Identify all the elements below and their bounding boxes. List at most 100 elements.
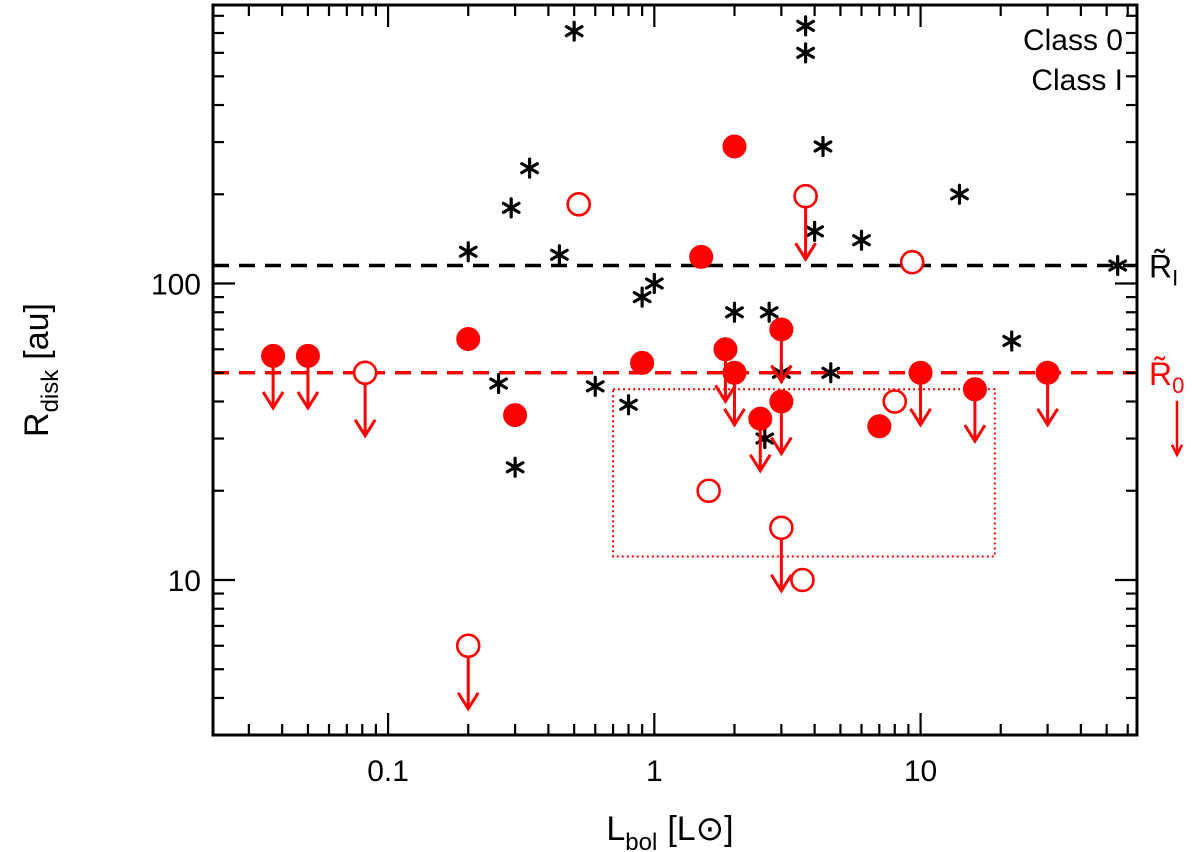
class-0-filled-point: [295, 343, 320, 368]
class-0-filled-point: [748, 406, 773, 431]
class-0-open-point: [769, 515, 794, 541]
upper-limit-arrowhead: [794, 242, 817, 263]
asterisk-stroke: [796, 46, 815, 59]
x-axis-title-main: L: [606, 810, 625, 848]
class-i-point: [619, 394, 638, 416]
x-tick-label: 1: [646, 755, 663, 788]
class-0-filled-point: [630, 350, 655, 375]
axis-labels-layer: 0.1 1 10 10 100 Lbol [L⊙] Rdisk [au]: [18, 269, 937, 852]
class-0-filled-point: [261, 343, 286, 368]
x-axis-title: Lbol [L⊙]: [606, 810, 733, 852]
x-axis-title-sub: bol: [625, 829, 657, 852]
x-tick-label: 10: [904, 755, 937, 788]
asterisk-stroke: [1108, 259, 1128, 272]
reference-line-label-main: R̃: [1149, 249, 1172, 285]
y-axis-title: Rdisk [au]: [18, 303, 64, 437]
reference-lines-layer: R̃IR̃0: [213, 249, 1184, 458]
asterisk-stroke: [501, 201, 521, 214]
upper-limit-arrowhead: [770, 364, 793, 385]
class-i-point: [805, 220, 825, 242]
upper-limit-arrowhead: [261, 391, 285, 411]
class-i-point: [852, 229, 871, 251]
upper-limit-arrowhead: [456, 691, 480, 712]
class-i-point: [505, 456, 525, 478]
asterisk-stroke: [520, 162, 539, 175]
reference-upper-limit-arrowhead: [1170, 444, 1184, 458]
legend-entry: Class I: [1031, 64, 1123, 97]
class-i-point: [632, 286, 652, 308]
class-i-point: [821, 362, 841, 384]
upper-limit-arrowhead: [296, 391, 320, 411]
class-i-point: [520, 157, 539, 179]
upper-limit-arrowhead: [770, 573, 793, 594]
upper-limit-arrowhead: [770, 436, 793, 457]
class-0-filled-point: [867, 414, 892, 439]
class-0-filled-point: [722, 134, 747, 159]
data-points-layer: [261, 15, 1128, 712]
class-0-filled-point: [713, 337, 738, 362]
class-i-point: [644, 272, 664, 295]
class-0-open-point: [352, 360, 378, 386]
class-0-filled-point: [908, 360, 933, 385]
asterisk-stroke: [821, 366, 841, 379]
upper-limit-arrowhead: [748, 453, 772, 474]
class-i-point: [796, 15, 815, 37]
class-0-filled-point: [962, 377, 987, 402]
class-i-point: [501, 197, 521, 219]
plot-frame-layer: [211, 3, 1139, 737]
reference-line-label-sub: 0: [1172, 373, 1184, 398]
asterisk-stroke: [644, 277, 664, 290]
upper-limit-arrowhead: [353, 418, 377, 439]
reference-line-label: R̃0: [1149, 356, 1184, 398]
class-i-point: [585, 375, 605, 397]
class-i-point: [950, 183, 969, 205]
asterisk-stroke: [759, 306, 779, 319]
class-0-filled-point: [769, 389, 794, 414]
class-0-open-point: [882, 389, 908, 414]
class-i-point: [759, 301, 779, 323]
class-0-filled-point: [1035, 360, 1060, 385]
axis-ticks-layer: [213, 5, 1137, 737]
asterisk-stroke: [950, 188, 969, 201]
asterisk-stroke: [619, 398, 638, 411]
class-0-filled-point: [689, 244, 714, 269]
box-region-layer: [612, 388, 996, 558]
asterisk-stroke: [564, 25, 584, 38]
class-0-open-point: [696, 478, 721, 504]
reference-line-label-sub: I: [1172, 266, 1178, 291]
upper-limit-arrowhead: [723, 407, 746, 428]
asterisk-stroke: [458, 245, 478, 258]
class-i-point: [725, 301, 744, 323]
x-axis-title-units: [L⊙]: [667, 810, 733, 848]
asterisk-stroke: [505, 461, 525, 474]
asterisk-stroke: [725, 306, 744, 319]
class-i-point: [549, 244, 569, 266]
class-0-open-point: [899, 249, 925, 275]
asterisk-stroke: [549, 248, 569, 261]
upper-limit-arrowhead: [963, 424, 987, 445]
asterisk-stroke: [632, 290, 652, 304]
class-0-filled-point: [503, 403, 528, 428]
asterisk-stroke: [585, 380, 605, 393]
asterisk-stroke: [852, 234, 871, 247]
reference-line-label: R̃I: [1149, 249, 1178, 291]
class-i-point: [564, 20, 584, 42]
upper-limit-arrowhead: [909, 407, 932, 428]
asterisk-stroke: [805, 225, 825, 238]
y-tick-label: 10: [168, 565, 201, 598]
asterisk-stroke: [489, 377, 508, 390]
class-0-open-point: [566, 192, 592, 217]
highlight-box-region: [612, 388, 996, 558]
class-0-open-point: [793, 183, 818, 209]
class-i-point: [796, 42, 815, 64]
x-tick-label: 0.1: [367, 755, 409, 788]
class-0-filled-point: [722, 360, 747, 385]
class-i-point: [1002, 330, 1022, 352]
legend-entry: Class 0: [1023, 24, 1123, 57]
asterisk-stroke: [813, 140, 833, 153]
class-i-point: [813, 135, 833, 158]
class-0-filled-point: [456, 326, 481, 351]
reference-line-label-main: R̃: [1149, 356, 1172, 392]
asterisk-stroke: [1002, 334, 1022, 348]
